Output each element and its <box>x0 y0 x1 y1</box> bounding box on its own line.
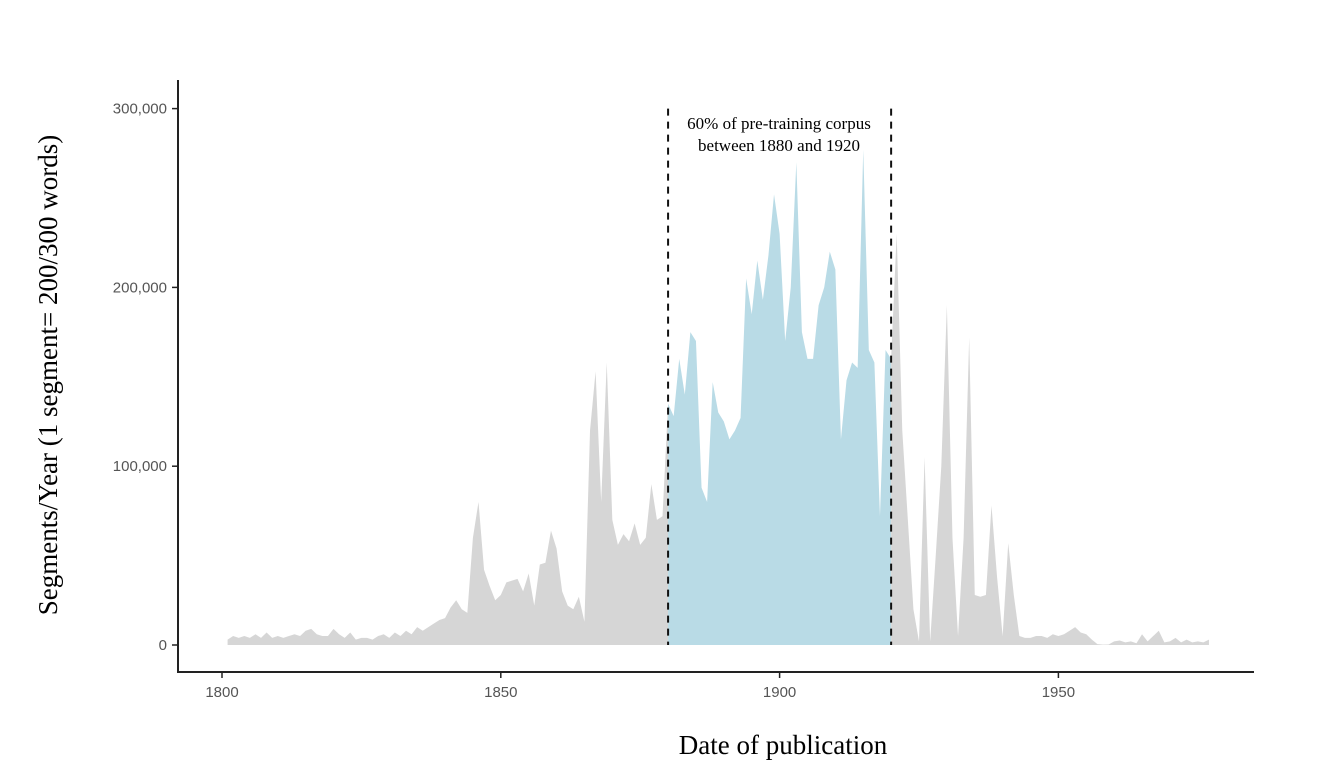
range-markers <box>667 108 893 645</box>
area-highlight-range <box>668 149 892 645</box>
area-after-range <box>891 233 1209 645</box>
x-axis-title: Date of publication <box>679 730 888 760</box>
x-tick-label: 1900 <box>763 684 796 701</box>
y-tick-label: 300,000 <box>113 101 167 118</box>
y-axis-title: Segments/Year (1 segment= 200/300 words) <box>33 135 63 615</box>
y-tick-label: 200,000 <box>113 279 167 296</box>
annotation-line-1: 60% of pre-training corpus <box>687 114 871 133</box>
axes <box>177 80 1254 673</box>
area-before-range <box>227 362 669 645</box>
x-ticks: 1800 1850 1900 1950 <box>205 672 1075 701</box>
y-tick-label: 0 <box>159 637 167 654</box>
x-tick-label: 1800 <box>205 684 238 701</box>
x-tick-label: 1850 <box>484 684 517 701</box>
x-tick-label: 1950 <box>1042 684 1075 701</box>
y-tick-label: 100,000 <box>113 458 167 475</box>
area-layer <box>227 149 1209 645</box>
annotation: 60% of pre-training corpus between 1880 … <box>687 114 871 155</box>
annotation-line-2: between 1880 and 1920 <box>698 136 860 155</box>
y-ticks: 0 100,000 200,000 300,000 <box>113 101 178 654</box>
